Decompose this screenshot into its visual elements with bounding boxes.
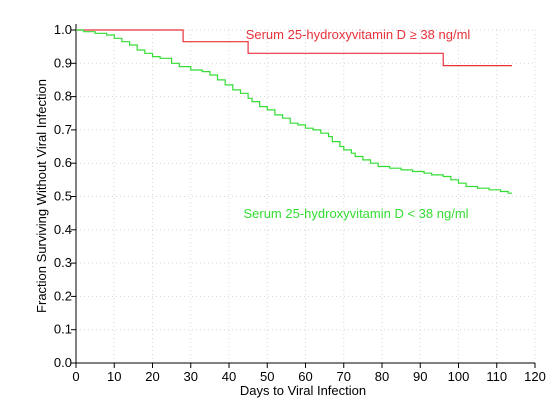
- y-tick-label: 0.8: [54, 89, 72, 104]
- y-tick-label: 0.9: [54, 55, 72, 70]
- series-lines: [76, 29, 512, 194]
- x-axis-title: Days to Viral Infection: [240, 383, 366, 398]
- y-tick-label: 0.0: [54, 355, 72, 370]
- y-tick-label: 0.2: [54, 288, 72, 303]
- x-tick-label: 10: [107, 369, 121, 384]
- x-tick-label: 80: [375, 369, 389, 384]
- y-tick-label: 0.5: [54, 189, 72, 204]
- x-tick-label: 50: [260, 369, 274, 384]
- x-tick-label: 20: [145, 369, 159, 384]
- x-tick-label: 30: [184, 369, 198, 384]
- x-tick-label: 100: [448, 369, 470, 384]
- x-tick-label: 90: [413, 369, 427, 384]
- series-label-low-vitamin-d: Serum 25-hydroxyvitamin D < 38 ng/ml: [243, 206, 468, 221]
- x-tick-label: 40: [222, 369, 236, 384]
- gridlines: [75, 29, 536, 364]
- x-tick-label: 60: [298, 369, 312, 384]
- y-tick-label: 0.7: [54, 122, 72, 137]
- x-axis-ticks: 0 10 20 30 40 50 60 70 80 90 100 110 120: [72, 363, 546, 384]
- series-line-1: [76, 29, 512, 194]
- y-tick-label: 0.4: [54, 222, 72, 237]
- x-tick-label: 110: [486, 369, 507, 384]
- y-tick-label: 0.3: [54, 255, 72, 270]
- y-tick-label: 0.1: [54, 322, 72, 337]
- series-label-high-vitamin-d: Serum 25-hydroxyvitamin D ≥ 38 ng/ml: [246, 27, 471, 42]
- x-tick-label: 0: [72, 369, 79, 384]
- series-line-0: [76, 29, 512, 67]
- y-tick-label: 1.0: [54, 22, 72, 37]
- y-axis-title: Fraction Surviving Without Viral Infecti…: [34, 79, 49, 313]
- x-tick-label: 70: [337, 369, 351, 384]
- x-tick-label: 120: [524, 369, 546, 384]
- y-tick-label: 0.6: [54, 155, 72, 170]
- y-axis-ticks: 0.0 0.1 0.2 0.3 0.4 0.5 0.6 0.7 0.8 0.9 1.0: [54, 22, 76, 370]
